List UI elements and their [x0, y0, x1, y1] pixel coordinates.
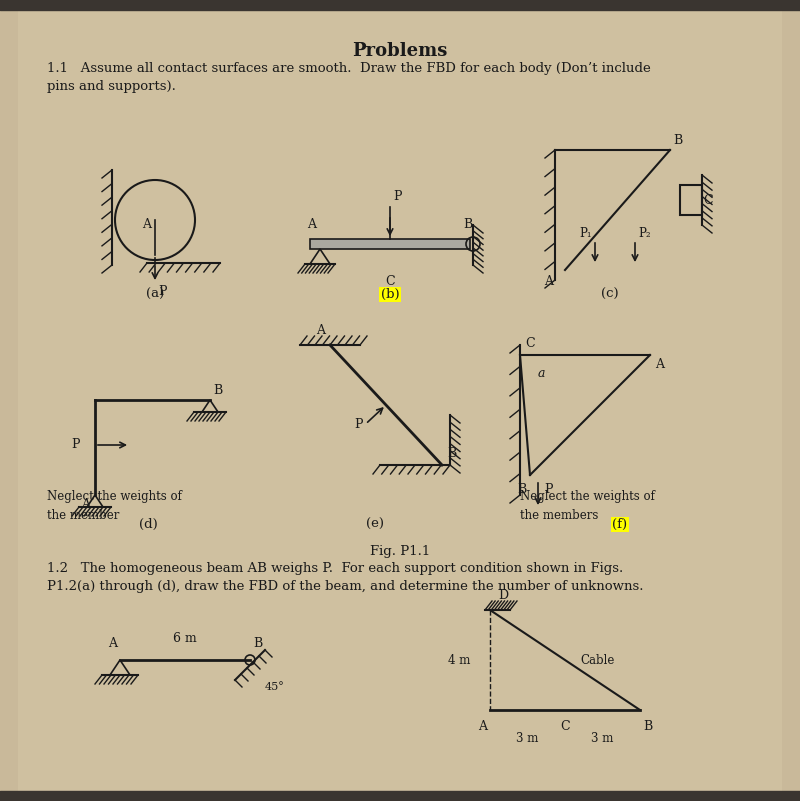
Text: Cable: Cable [580, 654, 614, 666]
Text: C: C [560, 720, 570, 733]
Text: P₁: P₁ [579, 227, 592, 240]
Text: (f): (f) [613, 518, 627, 531]
Text: B: B [447, 447, 456, 460]
Text: 3 m: 3 m [516, 732, 538, 745]
Text: 1.1   Assume all contact surfaces are smooth.  Draw the FBD for each body (Don’t: 1.1 Assume all contact surfaces are smoo… [47, 62, 650, 75]
Text: D: D [498, 589, 508, 602]
Text: Fig. P1.1: Fig. P1.1 [370, 545, 430, 558]
Text: P: P [354, 417, 362, 431]
Bar [680, 185, 702, 215]
Text: (b): (b) [381, 288, 399, 301]
Text: Neglect the weights of
the members: Neglect the weights of the members [520, 490, 655, 522]
Text: P1.2(a) through (d), draw the FBD of the beam, and determine the number of unkno: P1.2(a) through (d), draw the FBD of the… [47, 580, 643, 593]
Text: A: A [81, 498, 90, 511]
Text: 3 m: 3 m [591, 732, 613, 745]
Text: A: A [544, 275, 553, 288]
Text: pins and supports).: pins and supports). [47, 80, 176, 93]
Text: A: A [655, 358, 664, 371]
Text: a: a [538, 367, 546, 380]
Text: 45°: 45° [265, 682, 285, 692]
Text: B: B [463, 218, 473, 231]
Text: Neglect the weights of
the member: Neglect the weights of the member [47, 490, 182, 522]
Text: P: P [393, 190, 402, 203]
Text: A: A [108, 637, 117, 650]
Text: A: A [307, 218, 317, 231]
Text: P: P [158, 285, 166, 298]
Text: C: C [703, 194, 713, 207]
Text: P: P [544, 483, 553, 496]
Text: (e): (e) [366, 518, 384, 531]
Text: A: A [478, 720, 487, 733]
Text: A: A [142, 219, 151, 231]
Text: 4 m: 4 m [448, 654, 470, 666]
Text: P₂: P₂ [638, 227, 650, 240]
Polygon shape [18, 10, 782, 791]
Text: C: C [385, 275, 395, 288]
Text: Problems: Problems [352, 42, 448, 60]
Text: C: C [525, 337, 534, 350]
Text: 6 m: 6 m [173, 632, 197, 645]
Text: B: B [213, 384, 222, 397]
Text: (d): (d) [138, 518, 158, 531]
Polygon shape [310, 239, 470, 249]
Text: A: A [316, 324, 325, 337]
Text: (a): (a) [146, 288, 164, 301]
Text: P: P [71, 438, 80, 452]
Text: B: B [643, 720, 652, 733]
Text: B: B [253, 637, 262, 650]
Text: B: B [518, 483, 527, 496]
Text: 1.2   The homogeneous beam AB weighs P.  For each support condition shown in Fig: 1.2 The homogeneous beam AB weighs P. Fo… [47, 562, 623, 575]
Text: (c): (c) [601, 288, 619, 301]
Text: B: B [673, 134, 682, 147]
